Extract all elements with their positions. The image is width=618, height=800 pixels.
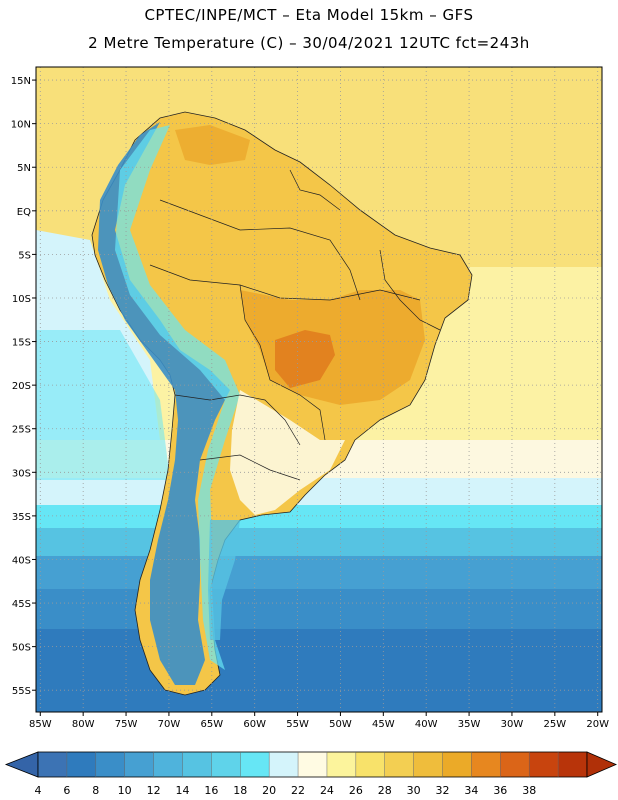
- lon-label: 80W: [72, 719, 95, 730]
- colorbar-swatch: [240, 752, 270, 777]
- colorbar-tick-label: 28: [378, 784, 392, 797]
- lon-label: 50W: [329, 719, 352, 730]
- lon-label: 60W: [243, 719, 266, 730]
- colorbar-swatch: [38, 752, 68, 777]
- ocean-band-8: [36, 589, 602, 629]
- colorbar-tick-label: 30: [407, 784, 421, 797]
- south-mild-region: [230, 390, 345, 515]
- lat-label: 5N: [17, 163, 31, 174]
- colorbar-tick-label: 38: [522, 784, 536, 797]
- lat-label: 25S: [12, 425, 31, 436]
- colorbar-swatch: [95, 752, 125, 777]
- lat-label: 45S: [12, 599, 31, 610]
- colorbar-under-arrow: [4, 751, 39, 778]
- colorbar-over-arrow: [586, 751, 618, 778]
- colorbar-swatch: [355, 752, 386, 777]
- map-field: [36, 67, 602, 712]
- colorbar-tick-label: 34: [464, 784, 478, 797]
- border-1: [159, 199, 361, 301]
- lat-label: 40S: [12, 555, 31, 566]
- andes-light-edge: [115, 125, 240, 670]
- colorbar-swatch: [124, 752, 154, 777]
- lon-label: 40W: [415, 719, 438, 730]
- lon-label: 75W: [115, 719, 138, 730]
- ocean-band-18: [36, 505, 602, 530]
- colorbar-tick-label: 8: [92, 784, 99, 797]
- colorbar-tick-label: 12: [147, 784, 161, 797]
- colorbar-tick-label: 6: [63, 784, 70, 797]
- latitude-axis: 15N 10N 5N EQ 5S 10S 15S 20S 25S 30S 35S 40S 45S 50S 5…: [11, 76, 36, 697]
- colorbar-swatch: [153, 752, 183, 777]
- lat-label: 15N: [11, 76, 31, 87]
- border-3: [239, 284, 326, 441]
- border-7: [379, 249, 441, 331]
- colorbar-tick-label: 24: [320, 784, 334, 797]
- colorbar-swatch: [182, 752, 212, 777]
- interior-hottest-region: [275, 330, 335, 388]
- colorbar-swatch: [298, 752, 328, 777]
- lat-label: 20S: [12, 381, 31, 392]
- lon-label: 35W: [458, 719, 481, 730]
- border-6: [289, 169, 341, 211]
- lat-label: 5S: [18, 250, 31, 261]
- longitude-axis: 85W 80W 75W 70W 65W 60W 55W 50W 45W 40W 35W 30W 25W 2…: [29, 712, 609, 730]
- ocean-band-14: [36, 528, 602, 558]
- colorbar: 4 6 8 10 12 14 16 18 20 22 24 26 28 30 32 34 36 38: [4, 751, 618, 797]
- lon-label: 85W: [29, 719, 52, 730]
- colorbar-tick-label: 20: [262, 784, 276, 797]
- colorbar-swatch: [384, 752, 414, 777]
- north-hot-region: [175, 125, 250, 165]
- colorbar-swatch: [66, 752, 97, 777]
- colorbar-swatch: [442, 752, 472, 777]
- map-title-line1: CPTEC/INPE/MCT – Eta Model 15km – GFS: [144, 6, 474, 24]
- colorbar-tick-label: 26: [349, 784, 363, 797]
- lat-label: 30S: [12, 468, 31, 479]
- border-5: [199, 454, 301, 481]
- colorbar-swatch: [558, 752, 588, 777]
- ocean-band-10: [36, 556, 602, 591]
- colorbar-swatch: [326, 752, 357, 777]
- colorbar-swatch: [413, 752, 443, 777]
- ocean-band-20: [36, 478, 602, 508]
- colorbar-swatch: [211, 752, 241, 777]
- colorbar-swatch: [529, 752, 559, 777]
- border-4: [174, 394, 301, 446]
- andes-cold-spine: [98, 122, 230, 685]
- lon-label: 65W: [200, 719, 223, 730]
- lat-label: 10N: [11, 120, 31, 131]
- lon-label: 30W: [501, 719, 524, 730]
- colorbar-swatch: [269, 752, 299, 777]
- lat-label: 35S: [12, 512, 31, 523]
- colorbar-tick-label: 32: [436, 784, 450, 797]
- lon-label: 55W: [286, 719, 309, 730]
- map-title-line2: 2 Metre Temperature (C) – 30/04/2021 12U…: [88, 34, 530, 52]
- lat-label: EQ: [17, 207, 31, 218]
- lat-label: 50S: [12, 643, 31, 654]
- map-frame: [35, 66, 603, 713]
- colorbar-tick-label: 22: [291, 784, 305, 797]
- colorbar-tick-label: 16: [204, 784, 218, 797]
- lat-label: 10S: [12, 294, 31, 305]
- colorbar-tick-label: 4: [35, 784, 42, 797]
- colorbar-tick-label: 14: [175, 784, 189, 797]
- patagonia-cool-region: [208, 520, 240, 640]
- lon-label: 70W: [158, 719, 181, 730]
- colorbar-tick-label: 10: [118, 784, 132, 797]
- lat-label: 55S: [12, 686, 31, 697]
- colorbar-tick-label: 18: [233, 784, 247, 797]
- lon-label: 20W: [586, 719, 609, 730]
- colorbar-swatch: [471, 752, 501, 777]
- pacific-cooler: [36, 330, 170, 480]
- lon-label: 45W: [372, 719, 395, 730]
- lon-label: 25W: [544, 719, 567, 730]
- colorbar-tick-label: 36: [493, 784, 507, 797]
- colorbar-swatch: [500, 752, 530, 777]
- lat-label: 15S: [12, 338, 31, 349]
